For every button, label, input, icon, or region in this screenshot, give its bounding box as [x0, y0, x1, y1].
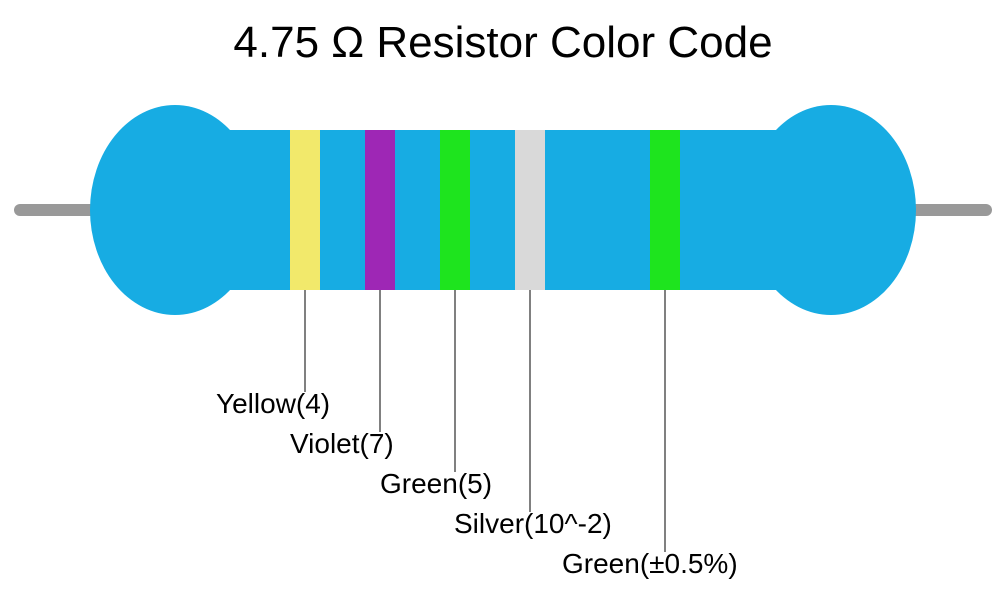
band-3-green [440, 130, 470, 290]
resistor-diagram: 4.75 Ω Resistor Color Code Yellow(4) Vio… [0, 0, 1006, 607]
band-label-4: Silver(10^-2) [454, 508, 612, 540]
band-1-yellow [290, 130, 320, 290]
band-label-2: Violet(7) [290, 428, 394, 460]
resistor-body [175, 130, 831, 290]
band-label-5: Green(±0.5%) [562, 548, 738, 580]
band-2-violet [365, 130, 395, 290]
band-label-3: Green(5) [380, 468, 492, 500]
band-label-1: Yellow(4) [216, 388, 330, 420]
band-5-green [650, 130, 680, 290]
band-4-silver [515, 130, 545, 290]
